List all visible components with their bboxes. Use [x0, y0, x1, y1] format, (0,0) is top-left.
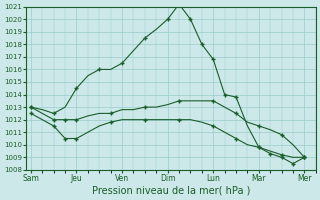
X-axis label: Pression niveau de la mer( hPa ): Pression niveau de la mer( hPa ) [92, 186, 250, 196]
